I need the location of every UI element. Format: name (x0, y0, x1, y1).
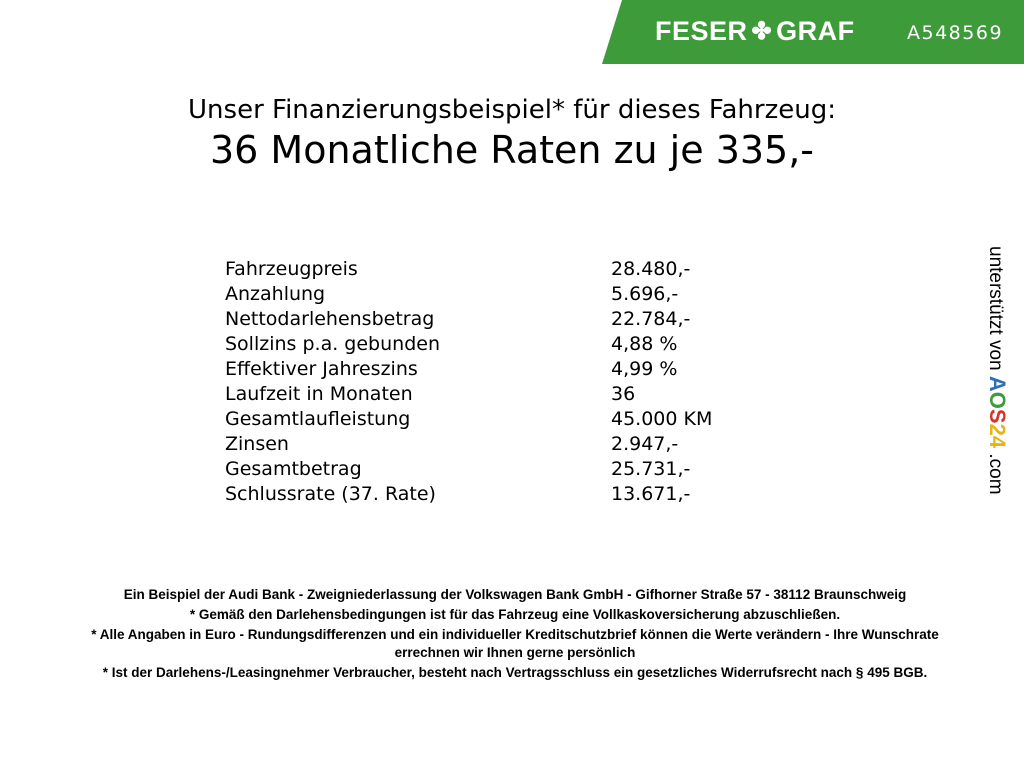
supported-by: unterstützt von AOS24 .com (984, 246, 1010, 495)
table-row: Laufzeit in Monaten 36 (225, 383, 825, 408)
table-row: Anzahlung 5.696,- (225, 283, 825, 308)
title-line-2: 36 Monatliche Raten zu je 335,- (209, 128, 815, 172)
row-label: Gesamtlaufleistung (225, 408, 411, 430)
aos24-logo: AOS24 (985, 375, 1010, 449)
row-value: 36 (611, 383, 636, 405)
row-label: Gesamtbetrag (225, 458, 362, 480)
table-row: Gesamtlaufleistung 45.000 KM (225, 408, 825, 433)
row-value: 25.731,- (611, 458, 691, 480)
row-value: 4,99 % (611, 358, 678, 380)
table-row: Gesamtbetrag 25.731,- (225, 458, 825, 483)
row-value: 2.947,- (611, 433, 679, 455)
brand-logo: FESER ✤ GRAF (655, 16, 855, 46)
title-line-1: Unser Finanzierungsbeispiel* für dieses … (188, 95, 836, 125)
disclaimer-insurance: * Gemäß den Darlehensbedingungen ist für… (189, 607, 841, 622)
table-row: Zinsen 2.947,- (225, 433, 825, 458)
clover-icon: ✤ (751, 18, 773, 45)
supported-by-text: unterstützt von (985, 246, 1006, 371)
row-label: Fahrzeugpreis (225, 258, 358, 280)
table-row: Effektiver Jahreszins 4,99 % (225, 358, 825, 383)
table-row: Fahrzeugpreis 28.480,- (225, 258, 825, 283)
header-banner (602, 0, 1024, 64)
table-row: Sollzins p.a. gebunden 4,88 % (225, 333, 825, 358)
row-value: 5.696,- (611, 283, 679, 305)
row-label: Zinsen (225, 433, 289, 455)
table-row: Nettodarlehensbetrag 22.784,- (225, 308, 825, 333)
row-label: Anzahlung (225, 283, 326, 305)
row-label: Laufzeit in Monaten (225, 383, 413, 405)
row-label: Sollzins p.a. gebunden (225, 333, 440, 355)
vehicle-code: A548569 (907, 22, 1004, 44)
row-value: 13.671,- (611, 483, 691, 505)
row-value: 4,88 % (611, 333, 678, 355)
table-row: Schlussrate (37. Rate) 13.671,- (225, 483, 825, 508)
disclaimer-bank: Ein Beispiel der Audi Bank - Zweignieder… (123, 587, 907, 602)
finance-table: Fahrzeugpreis 28.480,- Anzahlung 5.696,- N… (225, 258, 825, 508)
footer-disclaimer: Ein Beispiel der Audi Bank - Zweignieder… (60, 586, 970, 684)
disclaimer-withdrawal: * Ist der Darlehens-/Leasingnehmer Verbr… (102, 665, 928, 680)
row-value: 28.480,- (611, 258, 691, 280)
row-label: Nettodarlehensbetrag (225, 308, 435, 330)
row-value: 45.000 KM (611, 408, 713, 430)
domain-suffix: .com (985, 453, 1006, 495)
row-value: 22.784,- (611, 308, 691, 330)
row-label: Schlussrate (37. Rate) (225, 483, 436, 505)
row-label: Effektiver Jahreszins (225, 358, 418, 380)
disclaimer-euro: * Alle Angaben in Euro - Rundungsdiffere… (91, 627, 939, 660)
